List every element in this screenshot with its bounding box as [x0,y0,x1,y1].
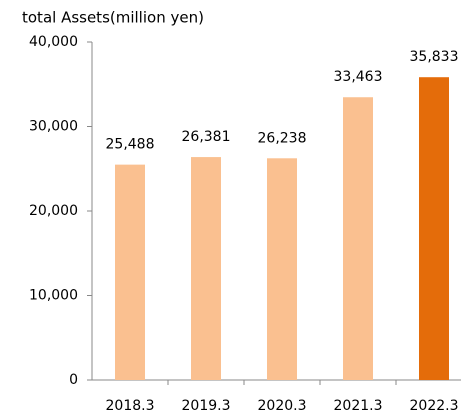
value-label: 26,381 [182,129,231,145]
chart-title: total Assets(million yen) [22,9,204,27]
value-label: 25,488 [106,137,155,153]
value-label: 26,238 [258,130,307,146]
y-tick-label: 30,000 [29,119,78,135]
x-tick-label: 2020.3 [258,398,307,414]
y-tick-label: 40,000 [29,34,78,50]
bar [267,158,297,380]
y-tick-label: 0 [69,372,78,388]
x-tick-label: 2018.3 [106,398,155,414]
y-tick-label: 20,000 [29,203,78,219]
x-tick-label: 2021.3 [334,398,383,414]
y-tick-label: 10,000 [29,288,78,304]
x-tick-label: 2022.3 [410,398,459,414]
x-tick-label: 2019.3 [182,398,231,414]
value-label: 33,463 [334,69,383,85]
bar [419,77,449,380]
bar [115,164,145,380]
bar [343,97,373,381]
value-label: 35,833 [410,49,459,65]
bar [191,157,221,380]
